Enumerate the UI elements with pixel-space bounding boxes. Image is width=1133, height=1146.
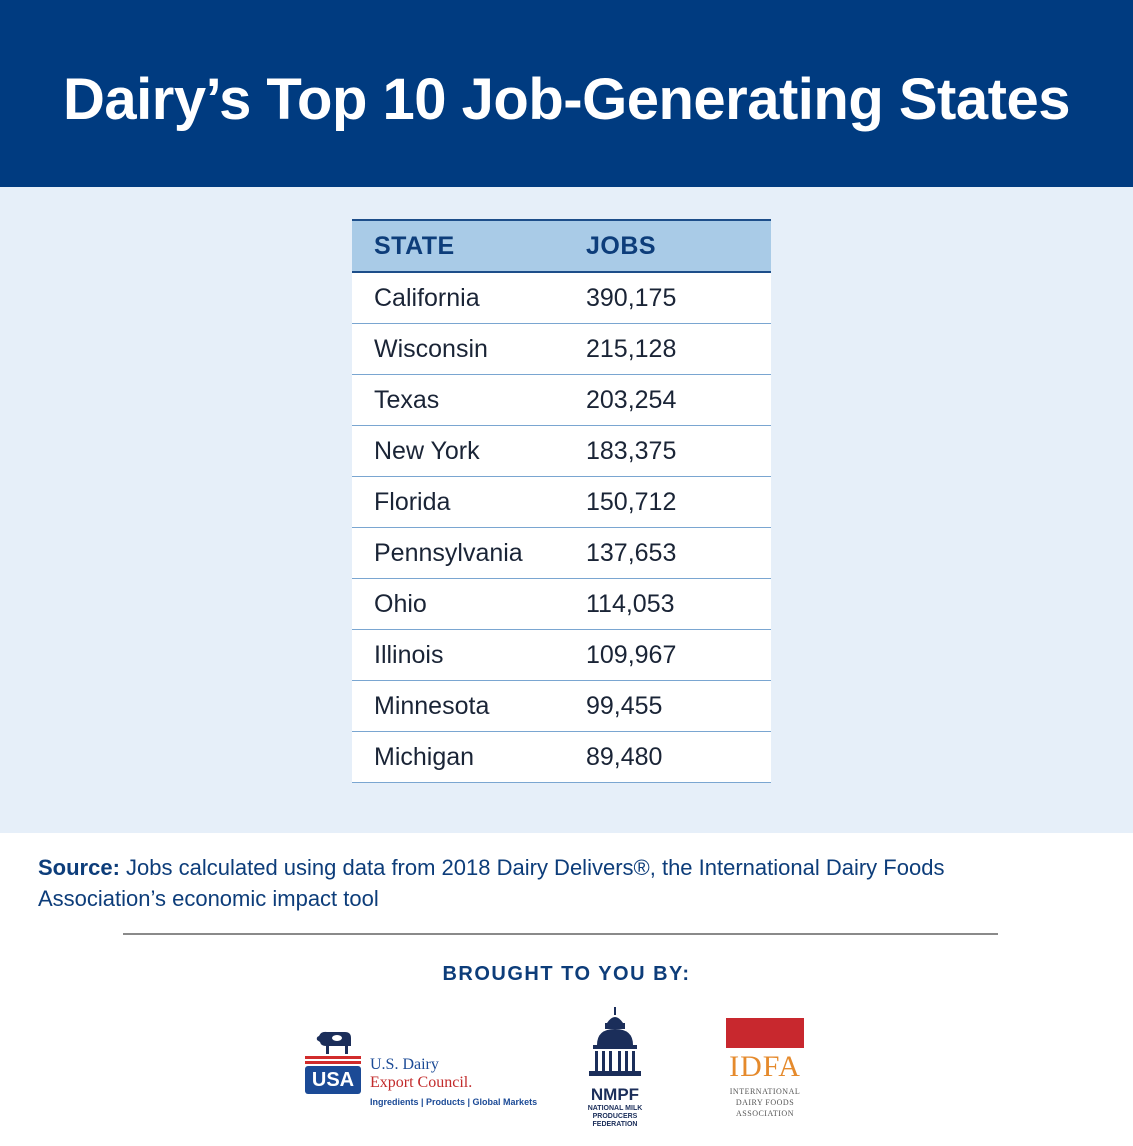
- state-cell: New York: [374, 436, 480, 465]
- nmpf-logo: NMPF NATIONAL MILK PRODUCERS FEDERATION: [570, 1005, 660, 1128]
- state-cell: Florida: [374, 487, 451, 516]
- table-row: Pennsylvania 137,653: [352, 528, 771, 579]
- jobs-cell: 183,375: [586, 436, 677, 465]
- table-row: Texas 203,254: [352, 375, 771, 426]
- state-cell: California: [374, 283, 480, 312]
- header-banner: Dairy’s Top 10 Job-Generating States: [0, 0, 1133, 187]
- table-row: Florida 150,712: [352, 477, 771, 528]
- state-cell: Pennsylvania: [374, 538, 523, 567]
- idfa-line1: INTERNATIONAL: [729, 1087, 801, 1096]
- table-row: Ohio 114,053: [352, 579, 771, 630]
- header-jobs: JOBS: [586, 231, 657, 260]
- state-cell: Wisconsin: [374, 334, 488, 363]
- idfa-line2: DAIRY FOODS: [735, 1098, 795, 1107]
- page-title: Dairy’s Top 10 Job-Generating States: [63, 67, 1070, 132]
- table-row: Michigan 89,480: [352, 732, 771, 783]
- source-label: Source:: [38, 855, 120, 880]
- brought-to-you-by: BROUGHT TO YOU BY:: [442, 963, 691, 985]
- idfa-fullname: INTERNATIONAL DAIRY FOODS ASSOCIATION: [724, 1086, 806, 1119]
- usdec-tagline: Ingredients | Products | Global Markets: [370, 1097, 538, 1107]
- jobs-cell: 150,712: [586, 487, 677, 516]
- state-cell: Texas: [374, 385, 440, 414]
- jobs-cell: 203,254: [586, 385, 677, 414]
- state-cell: Ohio: [374, 589, 427, 618]
- jobs-cell: 215,128: [586, 334, 677, 363]
- jobs-table: STATE JOBS California 390,175 Wisconsin …: [352, 219, 771, 783]
- usdec-name-line2: Export Council.: [370, 1074, 473, 1091]
- table-row: Minnesota 99,455: [352, 681, 771, 732]
- idfa-line3: ASSOCIATION: [736, 1109, 794, 1118]
- jobs-cell: 99,455: [586, 691, 663, 720]
- state-cell: Illinois: [374, 640, 444, 669]
- source-note: Source: Jobs calculated using data from …: [38, 852, 1038, 914]
- jobs-cell: 89,480: [586, 742, 663, 771]
- usdec-logo: USA U.S. Dairy Export Council. Ingredien…: [303, 1028, 537, 1113]
- table-row: Illinois 109,967: [352, 630, 771, 681]
- table-row: Wisconsin 215,128: [352, 324, 771, 375]
- table-header: STATE JOBS: [352, 219, 771, 273]
- usdec-name-line1: U.S. Dairy: [370, 1056, 439, 1073]
- jobs-cell: 109,967: [586, 640, 677, 669]
- divider: [123, 933, 998, 935]
- nmpf-fullname: NATIONAL MILK PRODUCERS FEDERATION: [570, 1105, 660, 1129]
- usa-badge: USA: [305, 1066, 361, 1094]
- jobs-cell: 390,175: [586, 283, 677, 312]
- nmpf-line2: PRODUCERS FEDERATION: [592, 1113, 638, 1128]
- jobs-cell: 137,653: [586, 538, 677, 567]
- cow-icon: [316, 1031, 351, 1054]
- nmpf-line1: NATIONAL MILK: [587, 1105, 643, 1112]
- header-state: STATE: [374, 231, 455, 260]
- state-cell: Minnesota: [374, 691, 490, 720]
- milk-splash-icon: [726, 1018, 804, 1048]
- table-row: California 390,175: [352, 273, 771, 324]
- flag-stripes: [305, 1056, 361, 1066]
- idfa-abbr: IDFA: [729, 1050, 801, 1083]
- nmpf-abbr: NMPF: [590, 1085, 640, 1104]
- table-row: New York 183,375: [352, 426, 771, 477]
- capitol-dome-icon: [589, 1007, 641, 1076]
- jobs-cell: 114,053: [586, 589, 675, 618]
- source-text: Jobs calculated using data from 2018 Dai…: [38, 855, 945, 911]
- idfa-logo: IDFA INTERNATIONAL DAIRY FOODS ASSOCIATI…: [724, 1012, 806, 1120]
- state-cell: Michigan: [374, 742, 475, 771]
